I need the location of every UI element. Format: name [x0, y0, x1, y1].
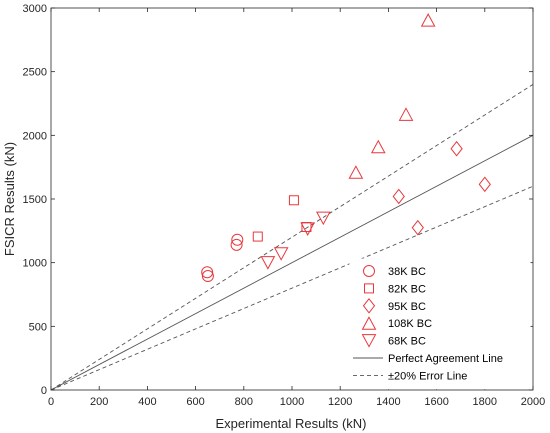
legend-symbol-82k-bc [364, 283, 374, 294]
x-tick-label-5: 1000 [280, 396, 304, 408]
marker-68k-bc-1 [273, 247, 289, 261]
marker-108k-bc-1 [370, 139, 386, 154]
x-axis-title: Experimental Results (kN) [216, 416, 367, 431]
legend-symbol-108k-bc [361, 316, 377, 330]
legend-label-95k-bc: 95K BC [388, 301, 426, 313]
marker-38k-bc-3 [231, 233, 244, 246]
legend: 38K BC 82K BC 95K BC 108K BC 68K BC Perfect A… [349, 258, 531, 390]
legend-label-68k-bc: 68K BC [388, 336, 426, 348]
data-markers [201, 13, 491, 283]
error-line-2 [51, 185, 533, 390]
x-tick-label-9: 1800 [473, 396, 497, 408]
marker-95k-bc-1 [411, 219, 424, 236]
x-tick-label-0: 0 [48, 396, 54, 408]
y-axis-title: FSICR Results (kN) [2, 142, 17, 256]
axes [50, 7, 534, 391]
reference-lines [51, 84, 533, 390]
marker-68k-bc-0 [260, 256, 276, 270]
y-tick-label-3: 1500 [23, 194, 47, 206]
marker-108k-bc-2 [398, 107, 414, 121]
marker-108k-bc-0 [348, 165, 364, 179]
x-tick-label-3: 600 [186, 396, 204, 408]
agreement-line-0 [51, 134, 533, 390]
x-tick-label-2: 400 [138, 396, 156, 408]
legend-label-82k-bc: 82K BC [388, 283, 426, 295]
marker-68k-bc-2 [300, 222, 316, 236]
marker-68k-bc-3 [315, 211, 331, 226]
marker-82k-bc-0 [252, 231, 263, 242]
x-tick-label-1: 200 [90, 396, 108, 408]
x-tick-label-8: 1600 [424, 396, 448, 408]
y-tick-label-1: 500 [29, 321, 47, 333]
marker-38k-bc-0 [201, 266, 214, 279]
legend-box [349, 258, 531, 390]
y-tick-label-6: 3000 [23, 3, 47, 15]
legend-label-108k-bc: 108K BC [388, 318, 432, 330]
y-tick-label-2: 1000 [23, 258, 47, 270]
marker-95k-bc-0 [392, 188, 405, 205]
x-tick-label-7: 1400 [376, 396, 400, 408]
marker-108k-bc-3 [420, 13, 436, 27]
marker-95k-bc-2 [450, 140, 463, 157]
legend-label-perfect-agreement-line: Perfect Agreement Line [388, 353, 503, 365]
marker-38k-bc-1 [201, 270, 214, 283]
marker-82k-bc-1 [288, 195, 299, 206]
legend-symbol-38k-bc [363, 265, 375, 277]
legend-label-20-error-line: ±20% Error Line [388, 370, 467, 382]
legend-label-38k-bc: 38K BC [388, 266, 426, 278]
x-tick-label-10: 2000 [521, 396, 545, 408]
x-tick-label-4: 800 [235, 396, 253, 408]
tick-labels: 0 200 400 600 800 1000 1200 1400 1600 1800 2000 0 50… [23, 3, 546, 408]
y-tick-label-0: 0 [41, 385, 47, 397]
y-tick-label-4: 2000 [23, 130, 47, 142]
marker-95k-bc-3 [478, 176, 491, 193]
x-tick-label-6: 1200 [328, 396, 352, 408]
y-tick-label-5: 2500 [23, 67, 47, 79]
legend-symbol-95k-bc [362, 297, 376, 314]
marker-38k-bc-2 [230, 238, 243, 251]
legend-symbol-68k-bc [361, 334, 377, 348]
